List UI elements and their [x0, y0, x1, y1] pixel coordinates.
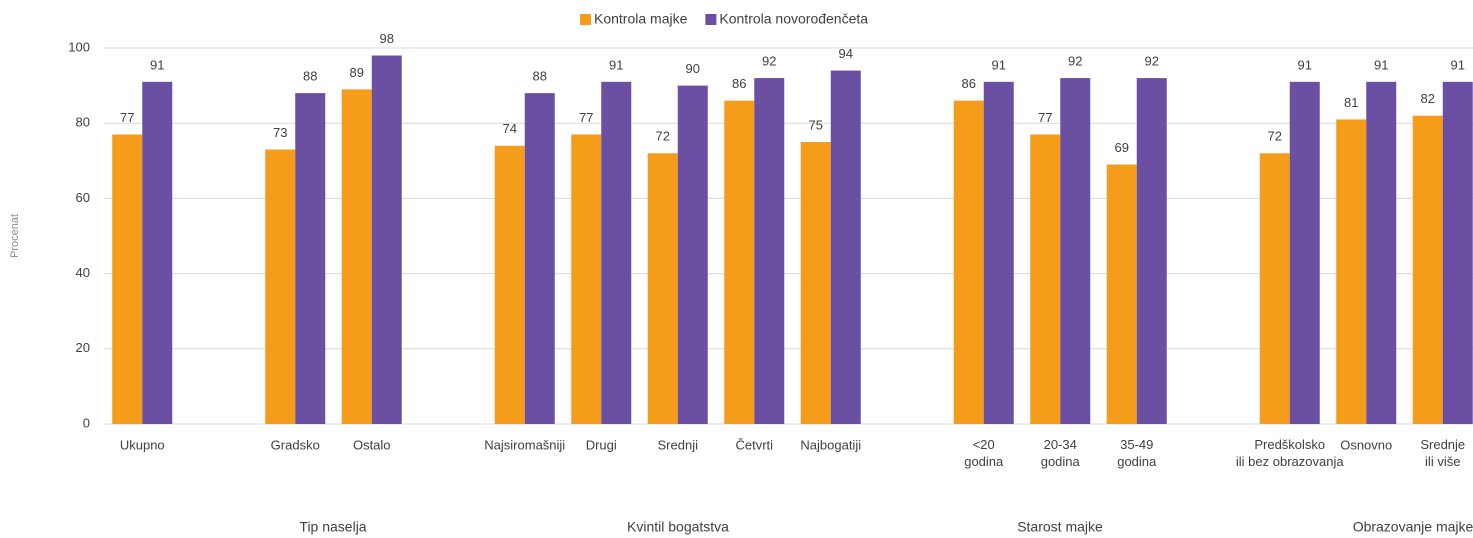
bar: [1289, 81, 1320, 424]
bar: [830, 70, 861, 424]
bar: [524, 93, 555, 425]
y-axis-label: Procenat: [9, 214, 21, 258]
bar: [341, 89, 372, 425]
y-tick-label: 20: [76, 340, 90, 355]
bar: [724, 100, 755, 424]
value-label: 86: [732, 76, 746, 91]
value-label: 88: [533, 69, 547, 84]
value-label: 88: [303, 69, 317, 84]
x-tick-label: Osnovno: [1340, 437, 1392, 452]
bar: [112, 134, 143, 425]
legend-label: Kontrola novorođenčeta: [719, 11, 868, 27]
value-label: 91: [150, 57, 164, 72]
value-label: 74: [503, 121, 517, 136]
bar: [601, 81, 632, 424]
value-label: 82: [1421, 91, 1435, 106]
y-tick-label: 60: [76, 190, 90, 205]
value-label: 92: [762, 54, 776, 69]
bar: [647, 153, 678, 424]
value-label: 91: [609, 57, 623, 72]
group-label: Tip naselja: [299, 519, 366, 535]
x-tick-label: Predškolsko ili bez obrazovanja: [1236, 437, 1344, 469]
value-label: 91: [1374, 57, 1388, 72]
x-tick-label: Četvrti: [735, 437, 773, 452]
value-label: 91: [1298, 57, 1312, 72]
bar: [953, 100, 984, 424]
value-label: 94: [839, 46, 853, 61]
bar: [295, 93, 326, 425]
bar: [265, 149, 296, 424]
x-tick-label: Drugi: [586, 437, 617, 452]
bar: [142, 81, 173, 424]
group-label: Starost majke: [1017, 519, 1103, 535]
bar: [1336, 119, 1367, 424]
value-label: 86: [962, 76, 976, 91]
legend-swatch: [580, 14, 591, 25]
bar: [1136, 78, 1167, 424]
value-label: 72: [1268, 129, 1282, 144]
x-tick-label: 35-49 godina: [1117, 437, 1157, 469]
group-label: Kvintil bogatstva: [627, 519, 729, 535]
bar: [677, 85, 708, 424]
bar: [571, 134, 602, 425]
bar: [1060, 78, 1091, 424]
value-label: 72: [656, 129, 670, 144]
bar: [1412, 115, 1443, 425]
y-tick-label: 40: [76, 265, 90, 280]
value-label: 91: [1451, 57, 1465, 72]
x-tick-label: 20-34 godina: [1041, 437, 1081, 469]
x-tick-label: Gradsko: [271, 437, 320, 452]
bar: [800, 142, 831, 424]
value-label: 92: [1068, 54, 1082, 69]
value-label: 73: [273, 125, 287, 140]
x-tick-label: Srednje ili više: [1420, 437, 1465, 469]
x-tick-label: <20 godina: [964, 437, 1004, 469]
bar: [371, 55, 402, 425]
value-label: 92: [1145, 54, 1159, 69]
group-label: Obrazovanje majke: [1353, 519, 1473, 535]
bar: [1259, 153, 1290, 424]
bar: [754, 78, 785, 424]
value-label: 98: [380, 31, 394, 46]
bar: [1442, 81, 1473, 424]
y-tick-label: 80: [76, 115, 90, 130]
legend-label: Kontrola majke: [594, 11, 688, 27]
x-tick-label: Ukupno: [120, 437, 165, 452]
legend-swatch: [705, 14, 717, 25]
value-label: 69: [1115, 140, 1129, 155]
y-tick-label: 100: [68, 39, 90, 54]
bar: [983, 81, 1014, 424]
value-label: 75: [809, 117, 823, 132]
x-tick-label: Najbogatiji: [800, 437, 861, 452]
x-tick-label: Srednji: [658, 437, 699, 452]
value-label: 90: [686, 61, 700, 76]
value-label: 77: [120, 110, 134, 125]
value-label: 89: [350, 65, 364, 80]
value-label: 91: [992, 57, 1006, 72]
bar: [494, 145, 525, 424]
x-tick-label: Ostalo: [353, 437, 391, 452]
x-tick-label: Najsiromašniji: [484, 437, 565, 452]
bar: [1366, 81, 1397, 424]
bar: [1106, 164, 1137, 424]
value-label: 77: [579, 110, 593, 125]
value-label: 81: [1344, 95, 1358, 110]
bar: [1030, 134, 1061, 425]
value-label: 77: [1038, 110, 1052, 125]
y-tick-label: 0: [83, 415, 90, 430]
